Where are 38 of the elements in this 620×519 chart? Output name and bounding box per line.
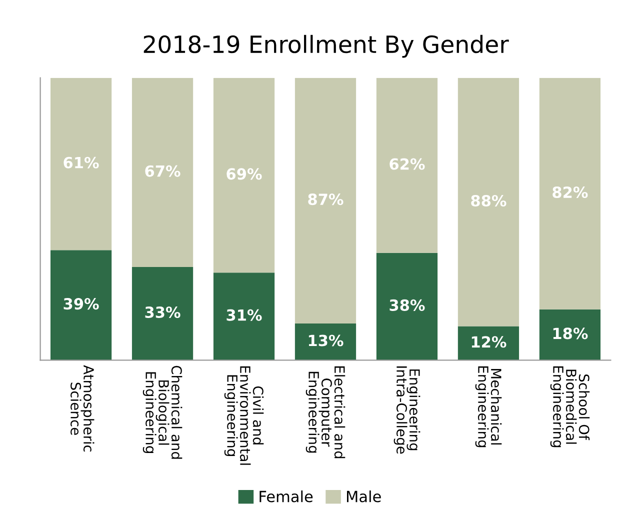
bar <box>539 309 601 360</box>
data-label: 31% <box>226 309 262 321</box>
data-label: 12% <box>472 336 506 348</box>
x-tick-label: Civil and Environmental Engineering <box>224 366 264 465</box>
x-tick-label: School Of Biomedical Engineering <box>550 366 590 448</box>
data-label: 18% <box>553 328 588 340</box>
data-label: 61% <box>64 156 99 168</box>
legend-label: Female <box>260 490 313 502</box>
data-label: 62% <box>390 158 425 170</box>
chart-title: 2018-19 Enrollment By Gender <box>144 34 509 58</box>
data-label: 39% <box>64 298 99 310</box>
data-label: 13% <box>308 334 344 346</box>
data-label: 69% <box>226 168 262 180</box>
bar <box>50 78 112 250</box>
legend-label: Male <box>346 490 381 502</box>
bar <box>132 267 194 360</box>
bar <box>458 326 520 360</box>
bar <box>132 78 194 268</box>
bar <box>50 250 112 360</box>
bar <box>376 252 438 360</box>
x-tick-label: Atmospheric Science <box>70 365 94 452</box>
data-label: 88% <box>471 194 506 207</box>
bar <box>294 323 356 360</box>
bar <box>539 78 601 310</box>
x-tick-label: Electrical and Computer Engineering <box>306 366 346 458</box>
bar <box>294 78 356 324</box>
x-tick-label: Chemical and Biological Engineering <box>142 366 182 459</box>
bar <box>213 272 275 360</box>
data-label: 38% <box>390 299 425 311</box>
x-tick-label: Mechanical Engineering <box>475 366 502 448</box>
data-label: 33% <box>145 306 180 318</box>
bar <box>458 78 520 326</box>
bar <box>376 78 438 253</box>
data-label: 82% <box>552 186 588 198</box>
data-label: 87% <box>308 194 344 206</box>
x-tick-label: Engineering Intra-College <box>394 366 420 454</box>
bar <box>213 78 275 273</box>
data-label: 67% <box>145 165 180 177</box>
